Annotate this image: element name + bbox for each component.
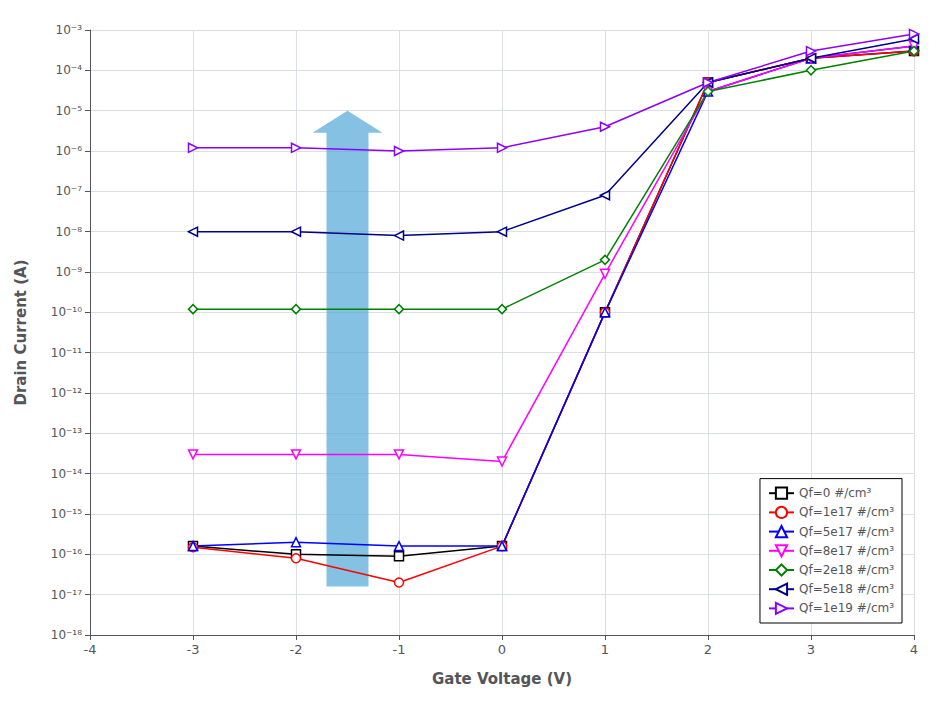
svg-text:10⁻⁵: 10⁻⁵ <box>56 104 83 118</box>
svg-text:10⁻¹⁷: 10⁻¹⁷ <box>51 588 82 602</box>
svg-text:Gate Voltage (V): Gate Voltage (V) <box>432 670 572 688</box>
svg-text:10⁻⁴: 10⁻⁴ <box>56 63 83 77</box>
svg-text:Qf=1e17 #/cm³: Qf=1e17 #/cm³ <box>799 505 894 519</box>
svg-text:10⁻¹²: 10⁻¹² <box>51 386 82 400</box>
svg-text:Drain Current (A): Drain Current (A) <box>12 259 30 405</box>
svg-text:Qf=8e17 #/cm³: Qf=8e17 #/cm³ <box>799 544 894 558</box>
svg-text:10⁻³: 10⁻³ <box>56 23 83 37</box>
svg-text:Qf=2e18 #/cm³: Qf=2e18 #/cm³ <box>799 563 894 577</box>
svg-text:0: 0 <box>498 642 506 657</box>
svg-text:-2: -2 <box>290 642 303 657</box>
svg-text:2: 2 <box>704 642 712 657</box>
svg-text:Qf=5e17 #/cm³: Qf=5e17 #/cm³ <box>799 525 894 539</box>
svg-text:10⁻⁷: 10⁻⁷ <box>56 184 83 198</box>
svg-text:-3: -3 <box>187 642 200 657</box>
svg-text:Qf=1e19 #/cm³: Qf=1e19 #/cm³ <box>799 601 894 615</box>
svg-text:10⁻⁸: 10⁻⁸ <box>56 225 83 239</box>
svg-text:Qf=0 #/cm³: Qf=0 #/cm³ <box>799 486 872 500</box>
svg-text:-4: -4 <box>84 642 97 657</box>
svg-text:10⁻¹⁵: 10⁻¹⁵ <box>51 507 82 521</box>
svg-text:10⁻¹³: 10⁻¹³ <box>51 426 82 440</box>
svg-text:10⁻¹⁴: 10⁻¹⁴ <box>51 467 82 481</box>
svg-text:Qf=5e18 #/cm³: Qf=5e18 #/cm³ <box>799 582 894 596</box>
svg-text:-1: -1 <box>393 642 406 657</box>
svg-text:10⁻¹¹: 10⁻¹¹ <box>51 346 82 360</box>
svg-text:1: 1 <box>601 642 609 657</box>
svg-text:3: 3 <box>807 642 815 657</box>
svg-text:10⁻⁶: 10⁻⁶ <box>56 144 83 158</box>
svg-text:10⁻⁹: 10⁻⁹ <box>56 265 83 279</box>
svg-text:4: 4 <box>910 642 918 657</box>
svg-text:10⁻¹⁶: 10⁻¹⁶ <box>51 547 82 561</box>
svg-text:10⁻¹⁸: 10⁻¹⁸ <box>51 628 82 642</box>
svg-text:10⁻¹⁰: 10⁻¹⁰ <box>51 305 82 319</box>
